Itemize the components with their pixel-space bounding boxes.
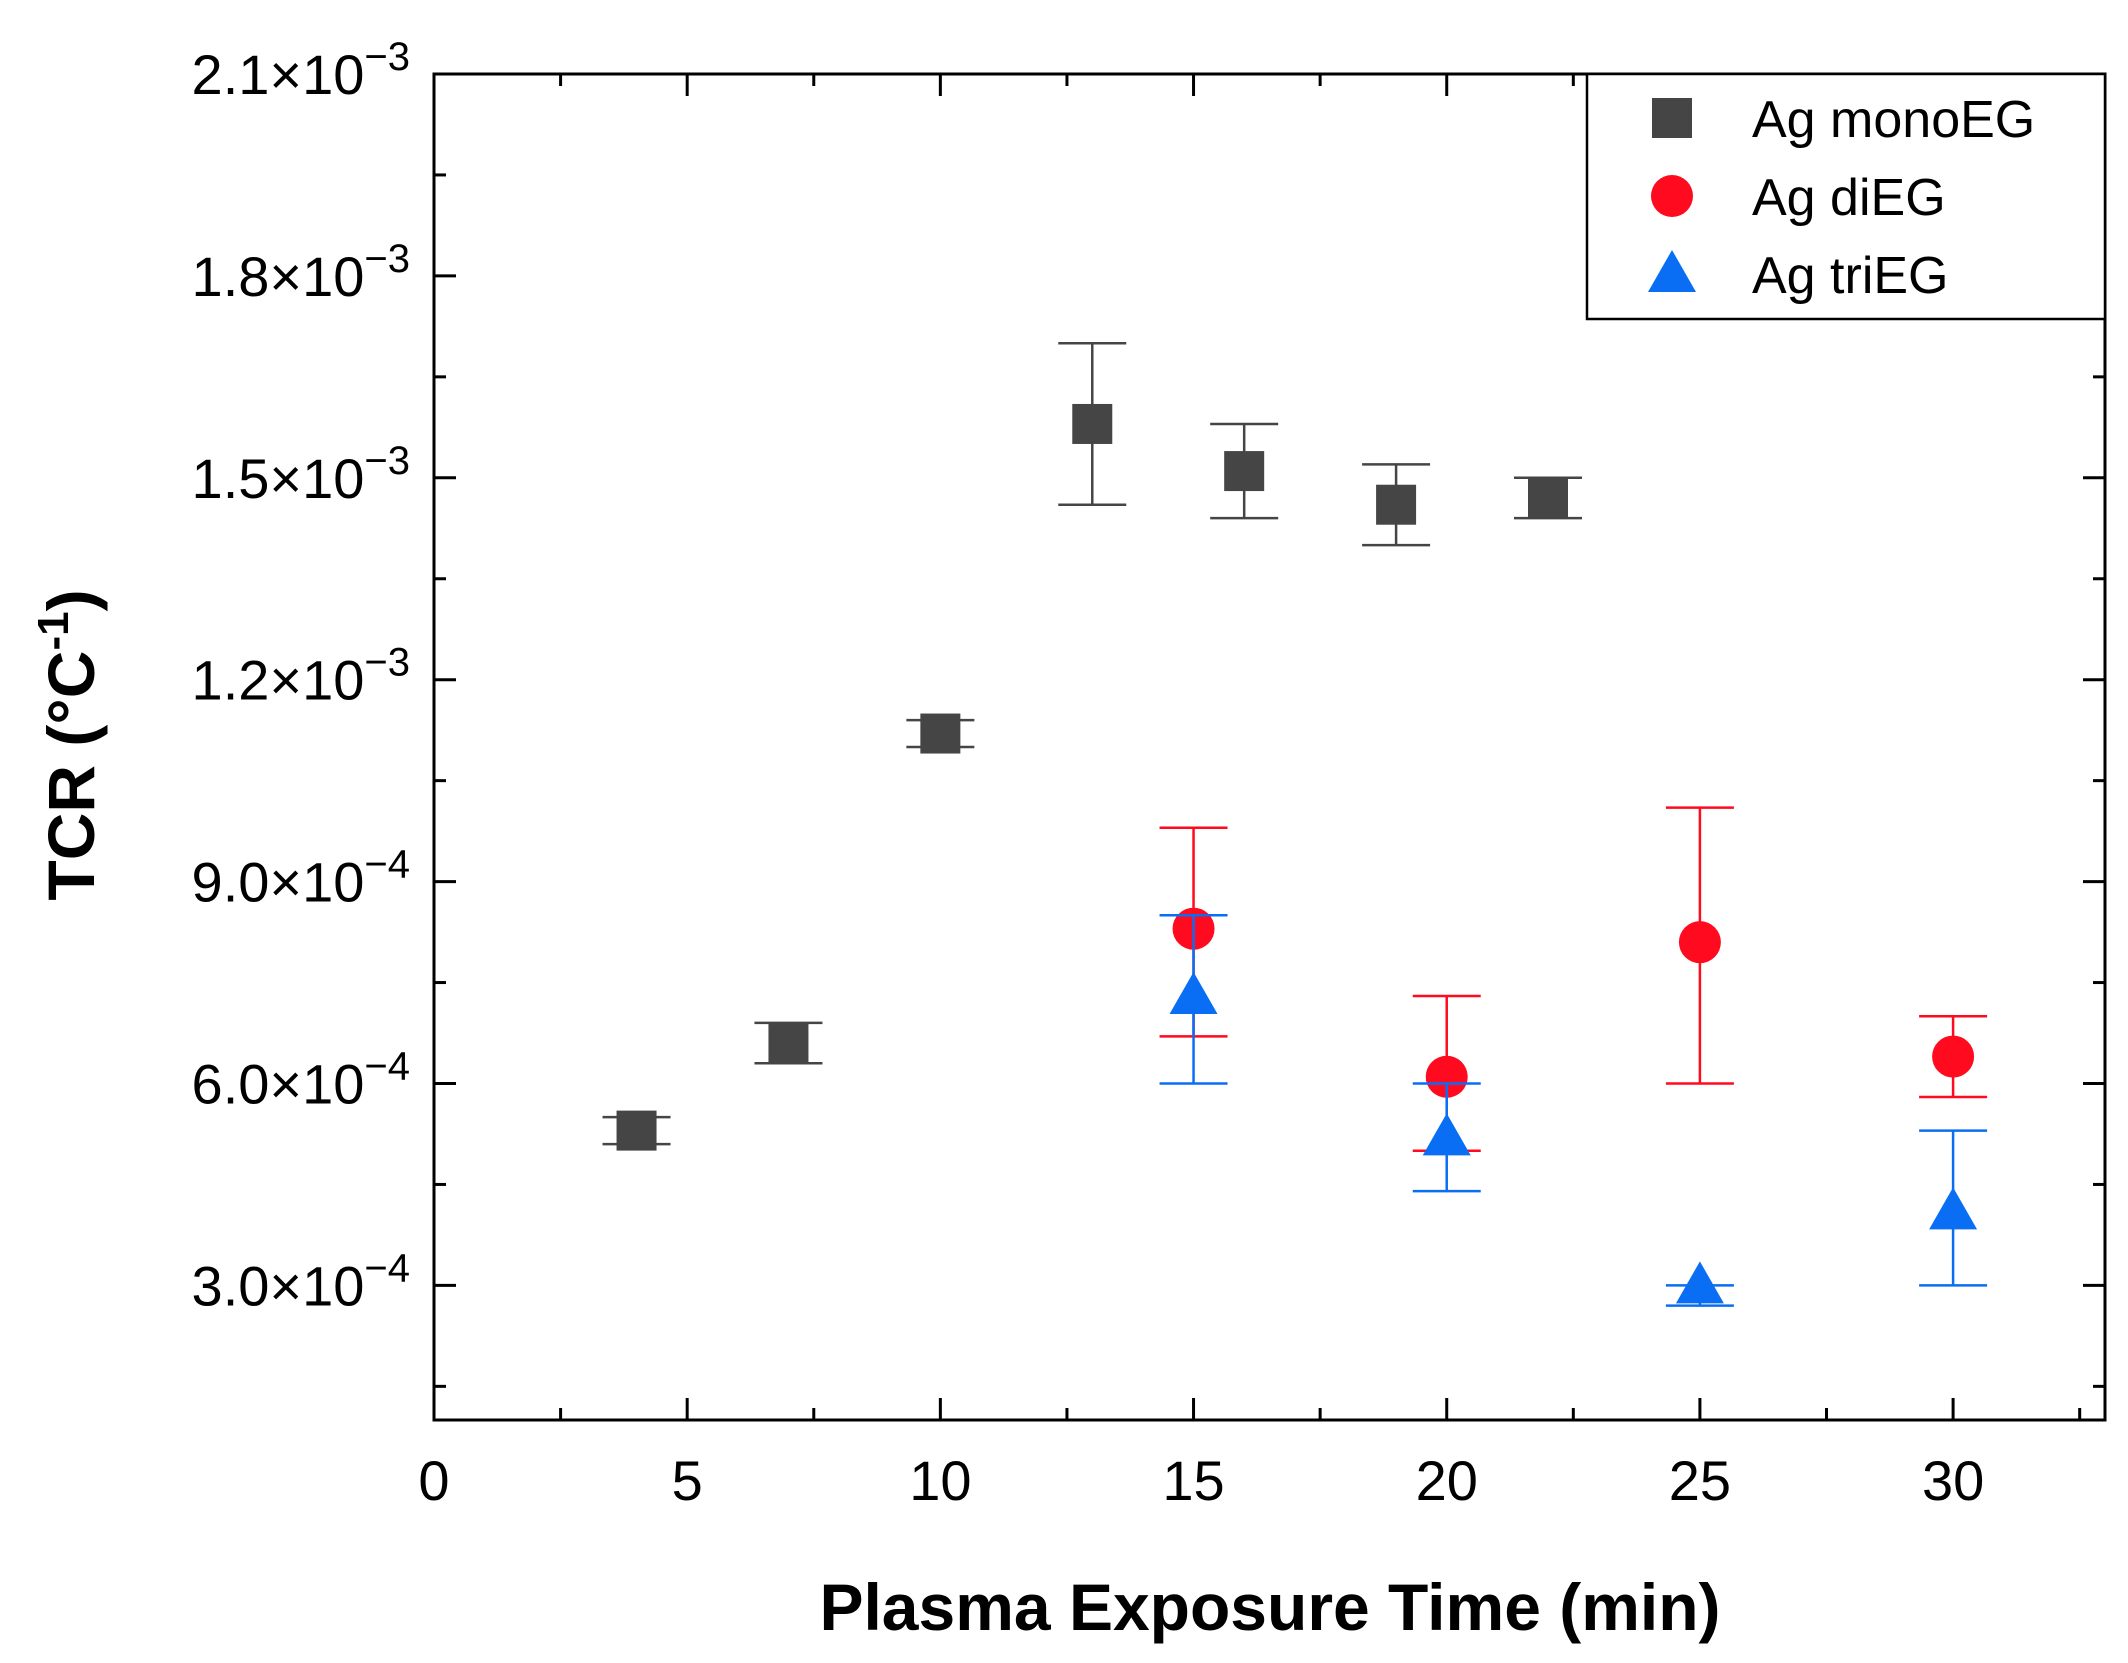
series-ag-dieg — [1159, 806, 1988, 1153]
y-tick-exponent: −3 — [364, 439, 410, 483]
x-tick-label: 20 — [1416, 1449, 1478, 1512]
legend-label-ag-monoeg: Ag monoEG — [1752, 91, 2035, 149]
legend-label-ag-trieg: Ag triEG — [1752, 247, 1949, 305]
ag-trieg-point — [1169, 972, 1218, 1015]
y-tick-mantissa: 9.0×10 — [192, 851, 365, 914]
legend: Ag monoEG Ag diEG Ag triEG — [1585, 72, 2107, 321]
legend-marker-ag-trieg — [1648, 250, 1696, 292]
y-axis-title-main: TCR (°C — [34, 651, 108, 901]
y-tick-mantissa: 1.8×10 — [192, 245, 365, 308]
ag-monoeg-point — [1072, 403, 1113, 444]
y-tick-label: 1.8×10−3 — [192, 237, 410, 308]
ag-monoeg-point — [920, 713, 961, 754]
x-tick-label: 15 — [1162, 1449, 1224, 1512]
y-axis-title-superscript: -1 — [29, 611, 78, 650]
y-tick-label: 1.2×10−3 — [192, 641, 410, 712]
y-axis-title-close: ) — [34, 589, 108, 611]
ag-monoeg-point — [1376, 484, 1417, 525]
y-tick-exponent: −4 — [364, 843, 410, 887]
y-tick-label: 2.1×10−3 — [192, 35, 410, 106]
series-ag-trieg — [1159, 914, 1988, 1307]
legend-marker-ag-monoeg — [1652, 98, 1692, 138]
x-tick-label: 10 — [909, 1449, 971, 1512]
y-tick-mantissa: 3.0×10 — [192, 1254, 365, 1317]
ag-monoeg-point — [768, 1023, 809, 1064]
ag-trieg-point — [1675, 1261, 1724, 1304]
ag-monoeg-point — [1224, 451, 1265, 492]
legend-label-ag-dieg: Ag diEG — [1752, 169, 1946, 227]
plot-frame — [432, 72, 2107, 1422]
ag-dieg-point — [1932, 1035, 1975, 1078]
y-tick-label: 1.5×10−3 — [192, 439, 410, 510]
y-tick-mantissa: 6.0×10 — [192, 1053, 365, 1116]
y-tick-label: 3.0×10−4 — [192, 1246, 410, 1317]
y-tick-exponent: −3 — [364, 237, 410, 281]
ag-trieg-point — [1422, 1113, 1471, 1156]
y-axis-ticks: 3.0×10−46.0×10−49.0×10−41.2×10−31.5×10−3… — [192, 35, 2105, 1388]
ag-trieg-point — [1929, 1187, 1978, 1230]
x-tick-label: 25 — [1669, 1449, 1731, 1512]
ag-dieg-point — [1678, 921, 1721, 964]
ag-monoeg-point — [1528, 477, 1568, 518]
y-tick-mantissa: 1.5×10 — [192, 447, 365, 510]
plot-axes — [432, 72, 2107, 1422]
ag-dieg-point — [1425, 1055, 1468, 1098]
y-tick-exponent: −4 — [364, 1246, 410, 1290]
y-tick-exponent: −3 — [364, 641, 410, 685]
legend-marker-ag-dieg — [1651, 175, 1693, 217]
y-axis-title: TCR (°C-1) — [29, 589, 108, 900]
y-tick-exponent: −4 — [364, 1045, 410, 1089]
y-tick-exponent: −3 — [364, 35, 410, 79]
y-tick-mantissa: 2.1×10 — [192, 43, 365, 106]
y-tick-label: 6.0×10−4 — [192, 1045, 410, 1116]
y-tick-label: 9.0×10−4 — [192, 843, 410, 914]
data-marks — [602, 341, 1988, 1307]
x-axis-ticks: 0 5 10 15 20 25 30 — [418, 74, 2082, 1512]
series-ag-monoeg — [602, 341, 1582, 1151]
ag-monoeg-point — [616, 1110, 657, 1151]
y-tick-mantissa: 1.2×10 — [192, 649, 365, 712]
x-tick-label: 30 — [1922, 1449, 1984, 1512]
x-tick-label: 5 — [672, 1449, 703, 1512]
x-tick-label: 0 — [418, 1449, 449, 1512]
x-axis-title: Plasma Exposure Time (min) — [819, 1570, 1720, 1644]
